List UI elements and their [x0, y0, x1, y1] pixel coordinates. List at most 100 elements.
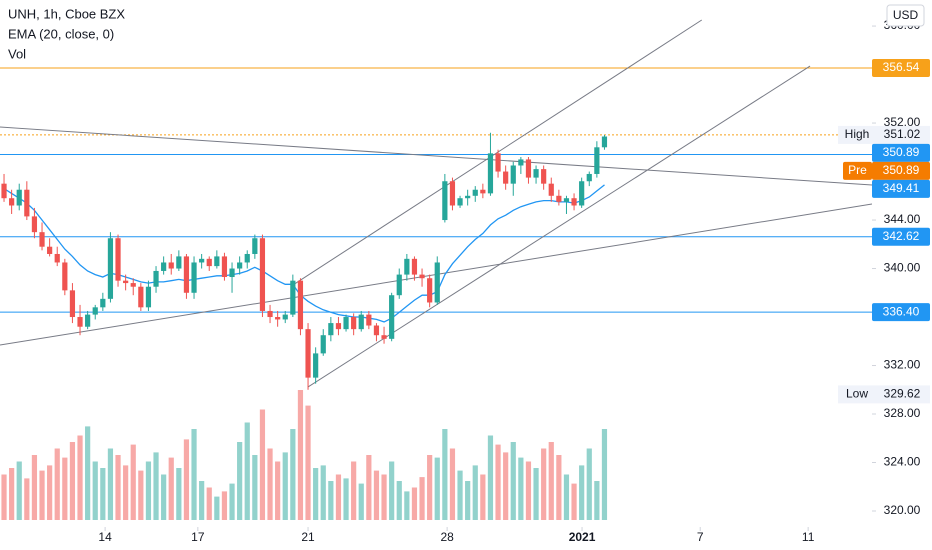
candle-body	[556, 195, 562, 202]
volume-bar	[503, 452, 509, 520]
candle-body	[1, 183, 7, 199]
x-tick-label: 17	[191, 530, 205, 544]
volume-bar	[533, 468, 539, 520]
candle-body	[138, 286, 144, 308]
volume-bar	[85, 426, 91, 520]
volume-bar	[419, 477, 425, 520]
candle-body	[320, 335, 326, 354]
volume-bar	[328, 481, 334, 520]
candle-body	[229, 268, 235, 278]
volume-bar	[47, 465, 53, 520]
volume-bar	[69, 442, 76, 520]
volume-bar	[244, 422, 250, 520]
y-tick-label: 332.00	[884, 358, 921, 372]
currency[interactable]: USD	[893, 8, 919, 22]
candle-body	[518, 159, 524, 166]
volume-bar	[183, 439, 190, 520]
candle-body	[548, 183, 554, 196]
volume-bar	[9, 468, 15, 520]
candle-body	[510, 165, 516, 184]
volume-bar	[358, 483, 364, 520]
price-label: 356.54	[883, 60, 920, 74]
volume-bar	[518, 457, 524, 520]
volume-bar	[62, 457, 68, 520]
volume-bar	[199, 481, 205, 520]
candle-body	[107, 238, 114, 299]
volume-bar	[442, 429, 448, 520]
candle-body	[92, 307, 98, 315]
volume-bar	[145, 461, 152, 520]
volume-bar	[221, 491, 228, 520]
volume-bar	[548, 442, 554, 520]
volume-bar	[525, 461, 532, 520]
axes: 320.00 324.00 328.00 332.00 340.00 344.00 352.…	[98, 18, 930, 544]
candle-body	[168, 262, 174, 269]
candle-body	[366, 314, 372, 326]
volume-bar	[510, 442, 516, 520]
volume-bar	[290, 429, 296, 520]
volume-bar	[579, 465, 585, 520]
volume-bar	[100, 468, 106, 520]
candle-body	[601, 136, 608, 148]
volume-bar	[176, 468, 182, 520]
volume-bar	[586, 448, 592, 520]
candle-body	[419, 274, 425, 279]
candle-body	[525, 159, 532, 178]
candle-body	[487, 153, 494, 194]
candle-body	[183, 256, 190, 293]
candle-body	[176, 256, 182, 269]
x-tick-label: 11	[802, 530, 815, 544]
candle-body	[24, 189, 30, 217]
volume-bar	[259, 409, 266, 520]
volume-bar	[24, 478, 30, 520]
candle-body	[427, 278, 433, 303]
candle-body	[206, 258, 212, 267]
x-tick-label: 21	[301, 530, 315, 544]
candle-body	[9, 198, 15, 206]
price-label: 351.02	[884, 127, 921, 141]
y-tick-label: 324.00	[884, 455, 921, 469]
candle-body	[54, 253, 60, 263]
candle-body	[472, 189, 478, 196]
candle-body	[267, 310, 273, 318]
volume-bar	[16, 461, 22, 520]
candle-body	[214, 256, 220, 267]
candle-body	[282, 314, 288, 320]
candle-body	[259, 238, 266, 311]
volume-bar	[601, 429, 608, 520]
volume-bar	[161, 474, 167, 520]
candle-body	[343, 317, 349, 330]
candle-body	[252, 238, 258, 254]
volume-bar	[39, 470, 45, 520]
price-label-box	[872, 179, 930, 198]
y-tick-label: 328.00	[884, 406, 921, 420]
volume-bar	[229, 483, 235, 520]
candle-body	[313, 353, 319, 378]
volume-bar	[267, 448, 273, 520]
volume-bar	[381, 474, 387, 520]
y-tick-label: 340.00	[884, 261, 921, 275]
candle-body	[411, 258, 418, 275]
candle-body	[495, 153, 501, 172]
x-tick-label: 28	[440, 530, 454, 544]
candle-body	[571, 198, 577, 206]
y-tick-label: 352.00	[884, 115, 921, 129]
price-label: 349.41	[883, 181, 920, 195]
volume-bar	[252, 455, 258, 520]
trend-line	[292, 19, 703, 286]
candle-body	[275, 317, 281, 320]
volume-bar	[366, 455, 372, 520]
price-label-name: High	[845, 127, 870, 141]
currency-box[interactable]	[886, 4, 925, 27]
volume-bar	[305, 405, 311, 520]
candle-body	[47, 246, 53, 254]
price-label-box	[872, 161, 930, 180]
candle-body	[85, 314, 91, 327]
x-tick-label: 2021	[569, 530, 596, 544]
price-label: 342.62	[883, 229, 920, 243]
candle-body	[563, 198, 570, 202]
candle-body	[457, 198, 463, 206]
price-label-box	[872, 59, 930, 78]
